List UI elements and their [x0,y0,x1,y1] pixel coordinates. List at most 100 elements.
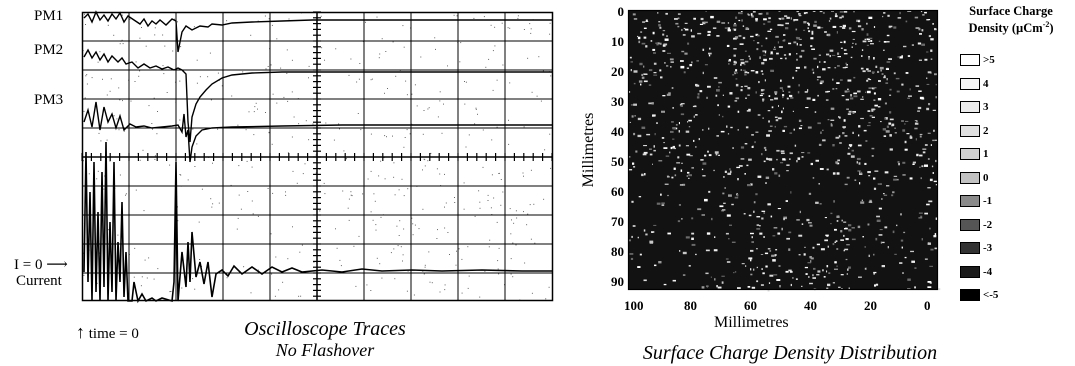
noise-dot [270,64,272,66]
noise-dot [148,105,150,107]
map-speck [722,115,724,118]
map-speck [779,87,783,89]
noise-dot [373,193,375,195]
map-speck [740,63,742,66]
map-speck [767,30,771,32]
noise-dot [498,273,500,275]
map-speck [804,66,807,69]
map-speck [673,167,676,170]
map-speck [864,267,867,270]
map-speck [781,110,783,114]
map-speck [805,273,808,275]
noise-dot [418,228,420,230]
map-speck [832,282,835,284]
map-speck [679,103,683,106]
map-speck [703,21,708,24]
map-speck [909,135,912,138]
map-speck [847,88,849,90]
map-speck [858,162,861,165]
map-speck [822,269,824,272]
map-speck [928,200,933,203]
noise-dot [359,63,361,64]
map-speck [858,134,860,137]
map-speck [811,48,815,50]
map-speck [814,20,817,23]
map-speck [845,62,847,65]
map-speck [658,160,663,162]
map-speck [755,18,758,20]
noise-dot [483,16,485,18]
map-speck [632,225,636,227]
noise-dot [154,158,156,160]
noise-dot [487,194,489,196]
map-speck [784,57,787,60]
noise-dot [138,75,140,77]
map-speck [778,46,783,48]
map-speck [753,210,755,213]
noise-dot [527,57,529,59]
map-speck [757,175,762,178]
noise-dot [264,15,266,17]
noise-dot [411,123,413,125]
noise-dot [85,75,87,77]
noise-dot [304,163,306,165]
map-speck [630,69,632,72]
map-speck [693,115,695,118]
map-speck [907,10,912,12]
map-speck [629,239,631,242]
map-speck [651,231,655,233]
map-speck [774,46,776,48]
noise-dot [515,210,517,212]
map-speck [726,214,731,217]
noise-dot [339,128,340,130]
noise-dot [367,178,369,180]
map-speck [663,43,668,46]
map-speck [678,144,681,147]
map-speck [892,191,895,194]
map-speck [843,53,848,55]
map-speck [765,182,767,184]
map-speck [907,97,910,99]
map-speck [761,12,763,15]
map-speck [725,232,729,235]
map-speck [752,10,756,13]
map-speck [934,28,937,30]
noise-dot [502,64,504,66]
noise-dot [370,211,372,213]
map-speck [680,169,683,172]
map-speck [847,113,852,115]
map-speck [860,171,863,174]
map-speck [710,15,714,19]
map-speck [754,141,756,144]
map-speck [670,66,672,68]
map-speck [699,23,704,25]
map-speck [670,130,674,133]
trace-label-pm2: PM2 [34,42,64,58]
map-speck [675,22,679,25]
map-speck [763,58,767,62]
map-speck [764,252,769,255]
map-speck [776,279,781,281]
legend-label: >5 [983,54,995,66]
legend-swatch [960,218,980,231]
map-speck [830,223,832,225]
map-speck [848,110,852,113]
noise-dot [86,74,88,76]
map-speck [673,147,676,150]
map-speck [824,217,827,219]
map-speck [653,224,657,226]
legend-swatch [960,124,980,137]
map-speck [803,12,806,15]
noise-dot [172,50,174,52]
noise-dot [530,169,532,171]
noise-dot [146,277,148,279]
noise-dot [402,25,404,27]
map-speck [815,201,819,204]
map-speck [728,238,730,240]
map-speck [807,126,812,129]
map-speck [927,71,932,74]
noise-dot [403,195,405,197]
map-speck [832,78,834,81]
map-speck [702,129,704,131]
noise-dot [348,219,350,221]
